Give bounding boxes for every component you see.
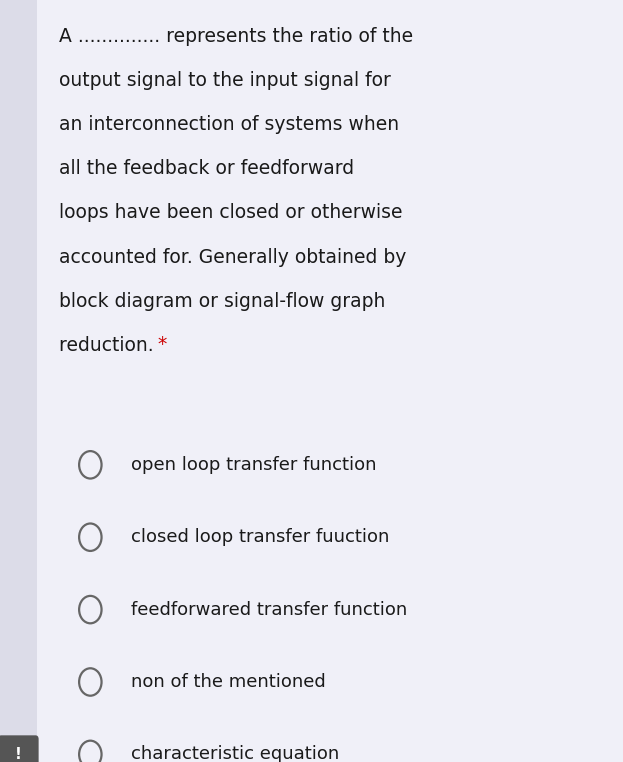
Text: A .............. represents the ratio of the: A .............. represents the ratio of… bbox=[59, 27, 413, 46]
Text: block diagram or signal-flow graph: block diagram or signal-flow graph bbox=[59, 292, 386, 311]
Text: output signal to the input signal for: output signal to the input signal for bbox=[59, 71, 391, 90]
Text: loops have been closed or otherwise: loops have been closed or otherwise bbox=[59, 203, 402, 223]
Text: an interconnection of systems when: an interconnection of systems when bbox=[59, 115, 399, 134]
Text: feedforwared transfer function: feedforwared transfer function bbox=[131, 600, 407, 619]
Text: non of the mentioned: non of the mentioned bbox=[131, 673, 326, 691]
Text: accounted for. Generally obtained by: accounted for. Generally obtained by bbox=[59, 248, 407, 267]
Text: *: * bbox=[158, 335, 167, 354]
FancyBboxPatch shape bbox=[0, 0, 37, 762]
Text: reduction.: reduction. bbox=[59, 336, 160, 355]
Text: !: ! bbox=[15, 747, 22, 762]
FancyBboxPatch shape bbox=[0, 735, 39, 762]
Text: all the feedback or feedforward: all the feedback or feedforward bbox=[59, 159, 354, 178]
Text: open loop transfer function: open loop transfer function bbox=[131, 456, 376, 474]
Text: characteristic equation: characteristic equation bbox=[131, 745, 339, 762]
Text: closed loop transfer fuuction: closed loop transfer fuuction bbox=[131, 528, 389, 546]
